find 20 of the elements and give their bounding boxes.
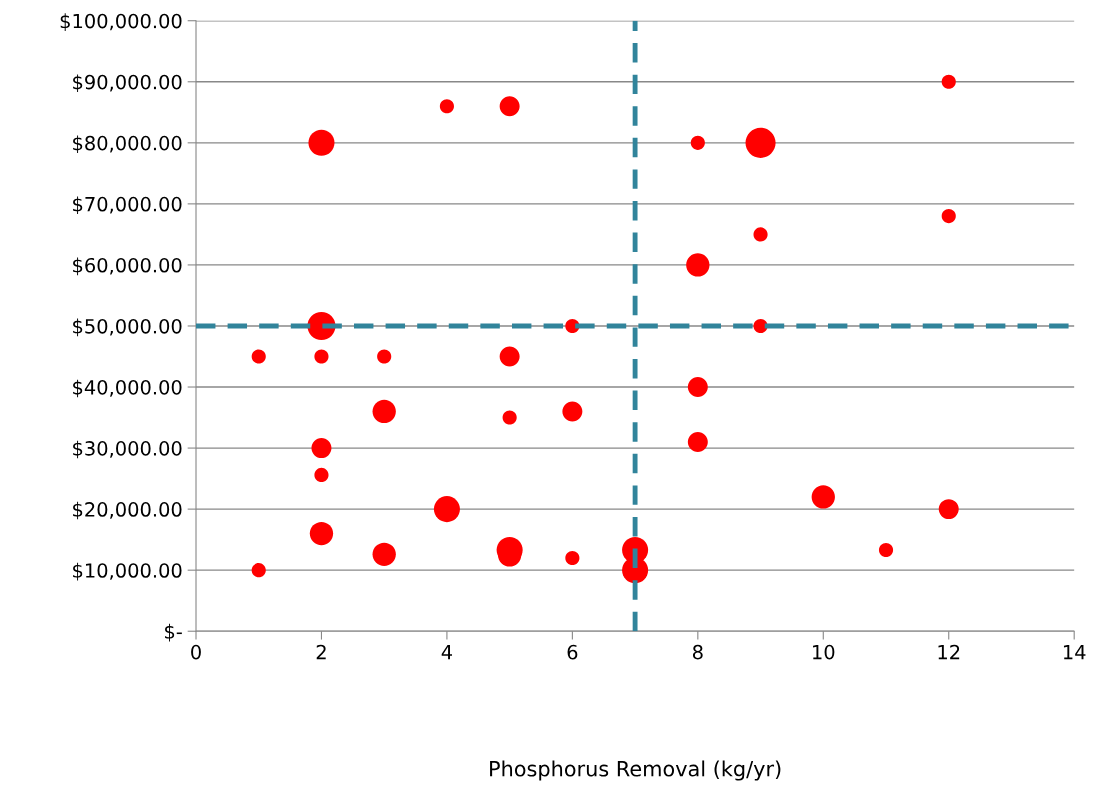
- x-tick-label: 6: [567, 644, 578, 660]
- y-tick-label: $10,000.00: [73, 562, 182, 581]
- y-tick-label: $100,000.00: [60, 13, 182, 31]
- y-tick-label: $90,000.00: [73, 74, 182, 93]
- y-tick-label: $40,000.00: [73, 379, 182, 398]
- x-axis-title: Phosphorus Removal (kg/yr): [490, 760, 781, 781]
- x-tick-label: 4: [441, 645, 453, 660]
- x-tick-label: 14: [1063, 645, 1086, 660]
- x-tick-label: 2: [316, 644, 326, 660]
- y-tick-label: $80,000.00: [73, 135, 182, 154]
- x-tick-label: 0: [191, 644, 201, 660]
- x-tick-label: 8: [692, 644, 703, 660]
- y-tick-label: $60,000.00: [73, 257, 182, 276]
- y-tick-label: $30,000.00: [73, 440, 182, 459]
- x-tick-label: 10: [813, 644, 835, 660]
- y-tick-label: $50,000.00: [73, 318, 182, 337]
- x-tick-label: 12: [938, 644, 960, 660]
- y-tick-label: $70,000.00: [73, 196, 182, 215]
- y-tick-label: $20,000.00: [73, 501, 182, 520]
- y-tick-label: $-: [165, 623, 182, 642]
